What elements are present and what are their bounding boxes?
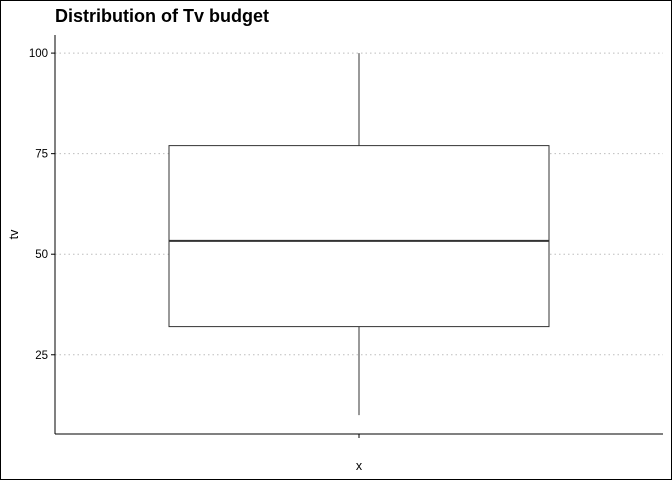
boxplot-series [168, 53, 550, 416]
box-iqr [168, 145, 550, 328]
y-tick-label: 75 [35, 149, 48, 161]
chart-title: Distribution of Tv budget [55, 6, 269, 26]
y-tick-label: 25 [35, 350, 48, 362]
y-tick-label: 50 [35, 249, 48, 261]
y-axis-ticks: 25 50 75 100 [29, 48, 55, 362]
y-tick-label: 100 [29, 48, 48, 60]
x-axis-title: x [356, 459, 363, 473]
y-axis-title: tv [7, 229, 21, 239]
